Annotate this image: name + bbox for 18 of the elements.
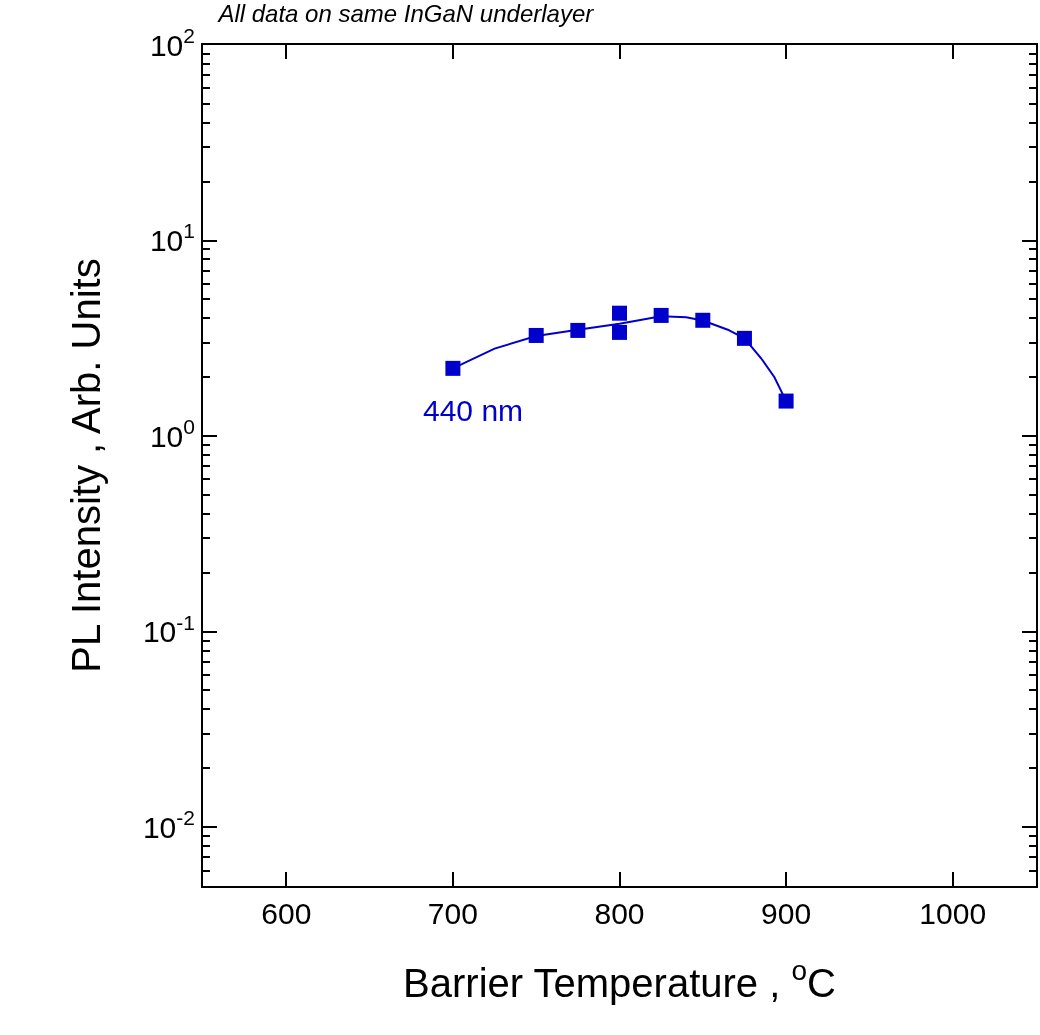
- y-tick-label: 10$^{-1}$: [142, 610, 195, 649]
- x-tick-label: 800: [594, 897, 645, 930]
- x-axis-title: Barrier Temperature , $^{o}$C: [403, 955, 836, 1005]
- y-axis-title: PL Intensity , Arb. Units: [63, 258, 108, 673]
- point: [445, 360, 461, 376]
- annotation: 440 nm: [423, 394, 524, 427]
- point: [612, 324, 627, 340]
- y-tick-label: 10$^{-2}$: [142, 806, 195, 844]
- point: [612, 305, 627, 321]
- x-tick-label: 1000: [919, 897, 987, 930]
- chart-title: All data on same InGaN underlayer: [216, 0, 595, 27]
- x-tick-label: 700: [427, 897, 478, 930]
- y-tick-label: 10$^{1}$: [149, 219, 195, 258]
- y-tick-label: 10$^{2}$: [149, 23, 195, 62]
- y-tick-label: 10$^{0}$: [149, 414, 195, 453]
- x-tick-label: 900: [761, 897, 812, 930]
- x-tick-label: 600: [261, 897, 312, 930]
- point: [778, 393, 794, 409]
